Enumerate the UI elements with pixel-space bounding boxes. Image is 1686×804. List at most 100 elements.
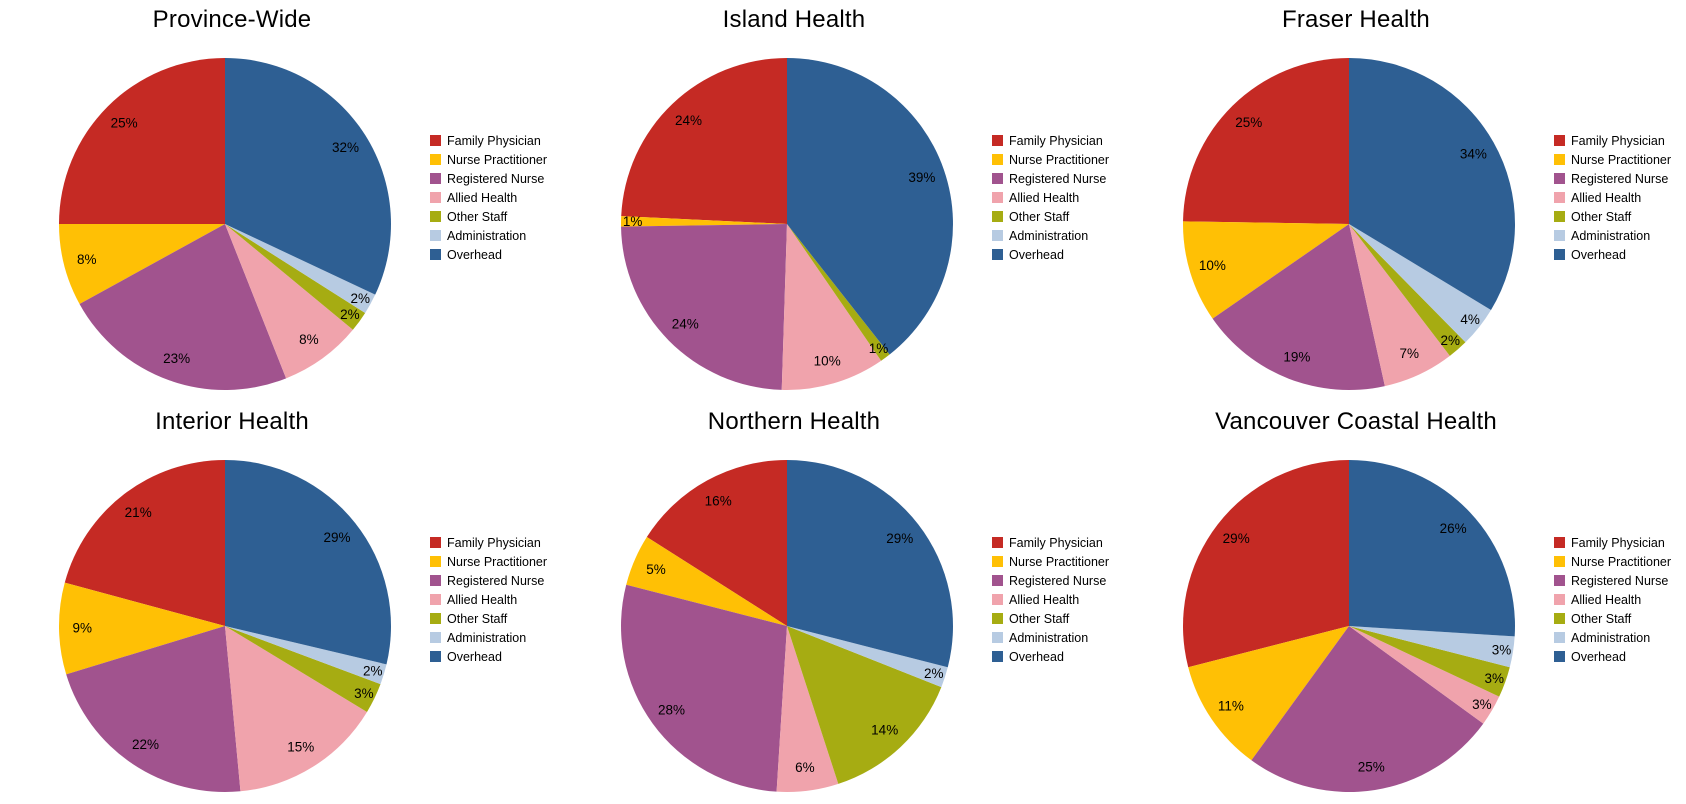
legend-swatch-other-staff [1554,211,1565,222]
legend-item-other-staff: Other Staff [992,207,1109,226]
pie-percent-label-nurse-practitioner: 10% [1199,258,1226,273]
legend-item-other-staff: Other Staff [992,609,1109,628]
legend-label: Registered Nurse [447,171,545,186]
chart-province-wide: Province-Wide 25% 8% 23% 8% 2% 2% 32% Family P… [0,0,562,402]
legend-label: Other Staff [1571,611,1632,626]
legend-swatch-allied-health [992,192,1003,203]
legend-label: Allied Health [447,592,518,607]
legend-item-administration: Administration [430,226,547,245]
pie-percent-label-family-physician: 21% [125,505,152,520]
pie-percent-label-allied-health: 6% [795,760,815,775]
pie-percent-label-nurse-practitioner: 8% [77,252,97,267]
pie-slice-family-physician [64,460,226,626]
legend-label: Allied Health [1009,190,1080,205]
pie-percent-label-family-physician: 16% [705,493,732,508]
pie-percent-label-other-staff: 1% [869,341,889,356]
legend-swatch-nurse-practitioner [430,556,441,567]
legend-label: Other Staff [447,611,508,626]
pie-slice-registered-nurse [621,584,787,792]
legend-label: Family Physician [447,535,541,550]
legend-label: Other Staff [1009,611,1070,626]
legend-label: Administration [447,228,527,243]
chart-northern-health: Northern Health 16% 5% 28% 6% 14% 2% 29% Famil… [562,402,1124,804]
legend-swatch-family-physician [1554,537,1565,548]
pie-interior-health: 21% 9% 22% 15% 3% 2% 29% [58,460,391,793]
legend-label: Family Physician [447,133,541,148]
pie-percent-label-administration: 2% [363,664,383,679]
legend-swatch-nurse-practitioner [992,154,1003,165]
legend-item-other-staff: Other Staff [1554,207,1671,226]
pie-percent-label-administration: 3% [1492,643,1512,658]
legend-label: Allied Health [1009,592,1080,607]
legend-item-other-staff: Other Staff [1554,609,1671,628]
pie-percent-label-overhead: 32% [332,140,359,155]
legend-swatch-overhead [992,249,1003,260]
pie-percent-label-other-staff: 2% [340,307,360,322]
chart-island-health: Island Health 24% 1% 24% 10% 1% 39% Family Ph… [562,0,1124,402]
legend: Family Physician Nurse Practitioner Regist… [430,131,547,264]
legend-swatch-other-staff [430,613,441,624]
legend-item-nurse-practitioner: Nurse Practitioner [1554,150,1671,169]
pie-vancouver-coastal-health: 29% 11% 25% 3% 3% 3% 26% [1183,460,1515,793]
pie-percent-label-registered-nurse: 23% [163,351,190,366]
legend-swatch-administration [1554,230,1565,241]
pie-percent-label-family-physician: 24% [675,113,702,128]
pie-percent-label-overhead: 29% [323,530,350,545]
legend-item-overhead: Overhead [430,647,547,666]
legend-item-overhead: Overhead [992,245,1109,264]
pie-slice-family-physician [59,58,225,224]
legend-item-nurse-practitioner: Nurse Practitioner [992,150,1109,169]
legend-item-registered-nurse: Registered Nurse [1554,571,1671,590]
legend-swatch-family-physician [992,135,1003,146]
legend-item-allied-health: Allied Health [430,188,547,207]
legend-label: Family Physician [1571,133,1665,148]
legend-swatch-administration [1554,632,1565,643]
pie-slice-registered-nurse [1251,626,1484,793]
legend-item-family-physician: Family Physician [992,131,1109,150]
legend-swatch-registered-nurse [430,173,441,184]
legend-label: Administration [1009,228,1089,243]
pie-slice-nurse-practitioner [1188,626,1349,761]
legend-item-other-staff: Other Staff [430,609,547,628]
legend-item-nurse-practitioner: Nurse Practitioner [430,150,547,169]
legend-label: Nurse Practitioner [1571,152,1672,167]
legend-item-administration: Administration [430,628,547,647]
pie-percent-label-administration: 4% [1460,312,1480,327]
legend-item-nurse-practitioner: Nurse Practitioner [430,552,547,571]
legend-item-registered-nurse: Registered Nurse [430,169,547,188]
chart-title: Interior Health [155,408,309,435]
pie-slice-other-staff [787,626,942,784]
legend-label: Nurse Practitioner [1571,554,1672,569]
legend-label: Allied Health [1571,190,1642,205]
pie-percent-label-overhead: 29% [886,531,913,546]
pie-island-health: 24% 1% 24% 10% 1% 39% [620,58,953,391]
legend-swatch-allied-health [430,594,441,605]
legend-item-other-staff: Other Staff [430,207,547,226]
legend-label: Other Staff [1571,209,1632,224]
pie-percent-label-registered-nurse: 19% [1283,349,1310,364]
legend-item-allied-health: Allied Health [1554,590,1671,609]
pie-percent-label-allied-health: 3% [1472,697,1492,712]
chart-fraser-health: Fraser Health 25% 10% 19% 7% 2% 4% 34% Family … [1124,0,1686,402]
legend-label: Family Physician [1009,133,1103,148]
pie-percent-label-administration: 2% [351,291,371,306]
pie-slice-allied-health [781,224,882,391]
legend-swatch-allied-health [1554,192,1565,203]
legend-item-administration: Administration [992,628,1109,647]
legend-swatch-overhead [430,651,441,662]
pie-slice-allied-health [776,626,839,792]
legend-swatch-registered-nurse [1554,575,1565,586]
legend-swatch-overhead [992,651,1003,662]
pie-slice-other-staff [1349,224,1466,356]
legend-swatch-family-physician [992,537,1003,548]
legend-swatch-registered-nurse [1554,173,1565,184]
pie-slice-overhead [787,460,953,668]
pie-slice-family-physician [1183,460,1349,668]
pie-percent-label-other-staff: 14% [871,723,898,738]
pie-percent-label-overhead: 39% [908,170,935,185]
legend-label: Nurse Practitioner [447,554,548,569]
pie-slice-overhead [1349,460,1515,637]
pie-percent-label-overhead: 34% [1460,146,1487,161]
pie-percent-label-family-physician: 29% [1223,531,1250,546]
legend-swatch-nurse-practitioner [992,556,1003,567]
